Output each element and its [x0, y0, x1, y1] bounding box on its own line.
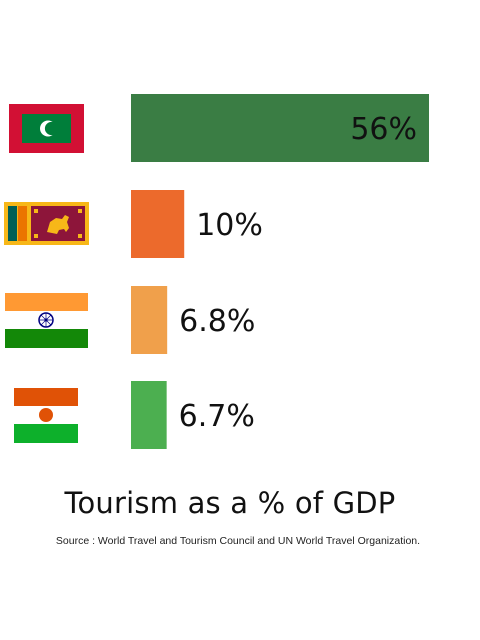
value-label-niger: 6.7%: [179, 399, 255, 434]
niger-flag-icon: [14, 388, 78, 443]
tourism-bar-chart: 56% 10% 6.8% 6.7%: [4, 94, 429, 449]
source-note: Source : World Travel and Tourism Counci…: [55, 535, 421, 547]
value-labels-layer: 56% 10% 6.8% 6.7%: [179, 112, 417, 434]
bars-layer: [131, 94, 429, 449]
sri-lanka-flag-icon: [4, 202, 89, 245]
chart-title: Tourism as a % of GDP: [64, 486, 396, 520]
bar-maldives: [131, 94, 429, 162]
india-flag-icon: [5, 293, 88, 348]
bar-india: [131, 286, 168, 354]
value-label-india: 6.8%: [179, 304, 255, 339]
maldives-flag-icon: [9, 104, 84, 153]
value-label-sri-lanka: 10%: [196, 208, 263, 243]
value-label-maldives: 56%: [350, 112, 417, 147]
bar-sri-lanka: [131, 190, 185, 258]
bar-niger: [131, 381, 167, 449]
